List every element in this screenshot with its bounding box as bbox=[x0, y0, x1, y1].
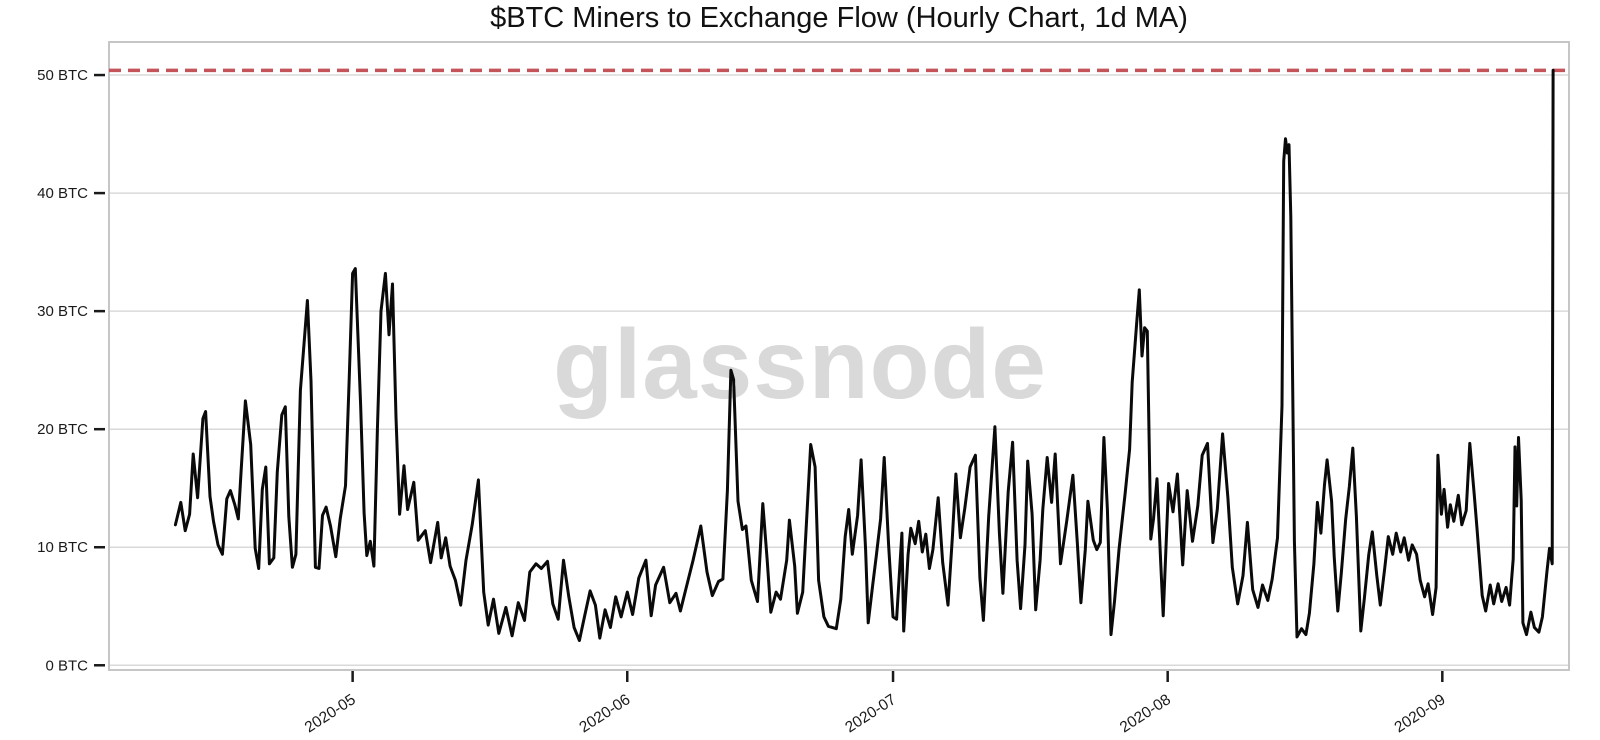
x-tick-label: 2020-08 bbox=[1117, 691, 1174, 736]
x-tick-label: 2020-05 bbox=[302, 691, 359, 736]
y-tick-label: 20 BTC bbox=[37, 421, 88, 438]
chart-title: $BTC Miners to Exchange Flow (Hourly Cha… bbox=[490, 2, 1188, 34]
x-tick-label: 2020-06 bbox=[576, 691, 633, 736]
x-tick-label: 2020-09 bbox=[1392, 691, 1449, 736]
y-tick-label: 10 BTC bbox=[37, 539, 88, 556]
y-tick-label: 0 BTC bbox=[45, 657, 88, 674]
y-tick-label: 50 BTC bbox=[37, 67, 88, 84]
x-tick-label: 2020-07 bbox=[842, 691, 899, 736]
plot-border bbox=[108, 41, 1570, 671]
y-tick-label: 30 BTC bbox=[37, 303, 88, 320]
series-line bbox=[173, 68, 1555, 642]
y-tick-label: 40 BTC bbox=[37, 185, 88, 202]
